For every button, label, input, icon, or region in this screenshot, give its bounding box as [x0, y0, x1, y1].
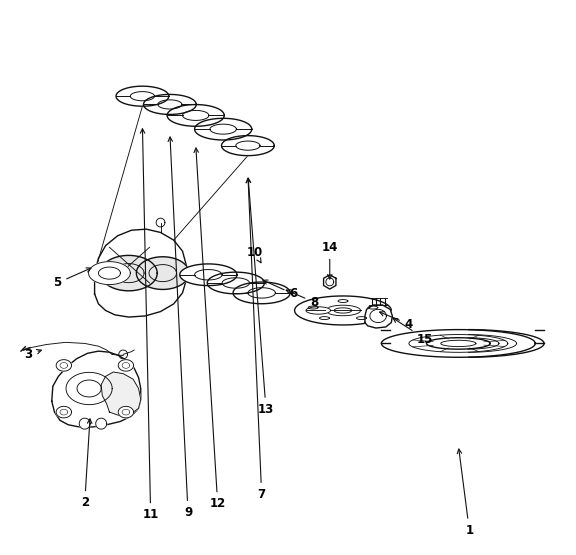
Polygon shape	[294, 296, 391, 325]
Polygon shape	[195, 118, 252, 140]
Polygon shape	[222, 135, 274, 155]
Polygon shape	[118, 406, 134, 418]
Text: 8: 8	[286, 290, 319, 309]
Polygon shape	[357, 316, 366, 320]
Polygon shape	[118, 360, 134, 371]
Polygon shape	[98, 267, 120, 279]
Polygon shape	[180, 264, 237, 286]
Text: 15: 15	[393, 318, 434, 346]
Text: 10: 10	[247, 246, 263, 263]
Text: 13: 13	[247, 178, 274, 416]
Polygon shape	[207, 272, 264, 294]
Polygon shape	[306, 307, 331, 314]
Text: 5: 5	[53, 268, 91, 290]
Polygon shape	[320, 316, 329, 320]
Polygon shape	[137, 257, 189, 290]
Text: 4: 4	[380, 312, 413, 331]
Text: 12: 12	[194, 148, 226, 511]
Polygon shape	[233, 282, 290, 304]
Text: 2: 2	[81, 419, 92, 509]
Polygon shape	[101, 372, 141, 416]
Polygon shape	[100, 255, 157, 291]
Polygon shape	[79, 418, 90, 429]
Polygon shape	[368, 306, 378, 309]
Polygon shape	[324, 275, 336, 289]
Polygon shape	[56, 360, 71, 371]
Text: 1: 1	[457, 449, 473, 537]
Text: 6: 6	[263, 280, 298, 300]
Polygon shape	[94, 229, 187, 317]
Polygon shape	[365, 305, 392, 328]
Polygon shape	[338, 300, 348, 302]
Polygon shape	[56, 406, 71, 418]
Text: 9: 9	[168, 137, 192, 519]
Text: 7: 7	[246, 178, 266, 501]
Polygon shape	[143, 94, 196, 114]
Polygon shape	[116, 86, 169, 106]
Polygon shape	[52, 351, 141, 427]
Polygon shape	[167, 104, 224, 127]
Text: 14: 14	[321, 241, 338, 279]
Text: 3: 3	[25, 348, 41, 361]
Polygon shape	[96, 418, 107, 429]
Polygon shape	[308, 306, 318, 309]
Polygon shape	[381, 330, 535, 357]
Text: 11: 11	[141, 129, 159, 521]
Polygon shape	[89, 261, 130, 285]
